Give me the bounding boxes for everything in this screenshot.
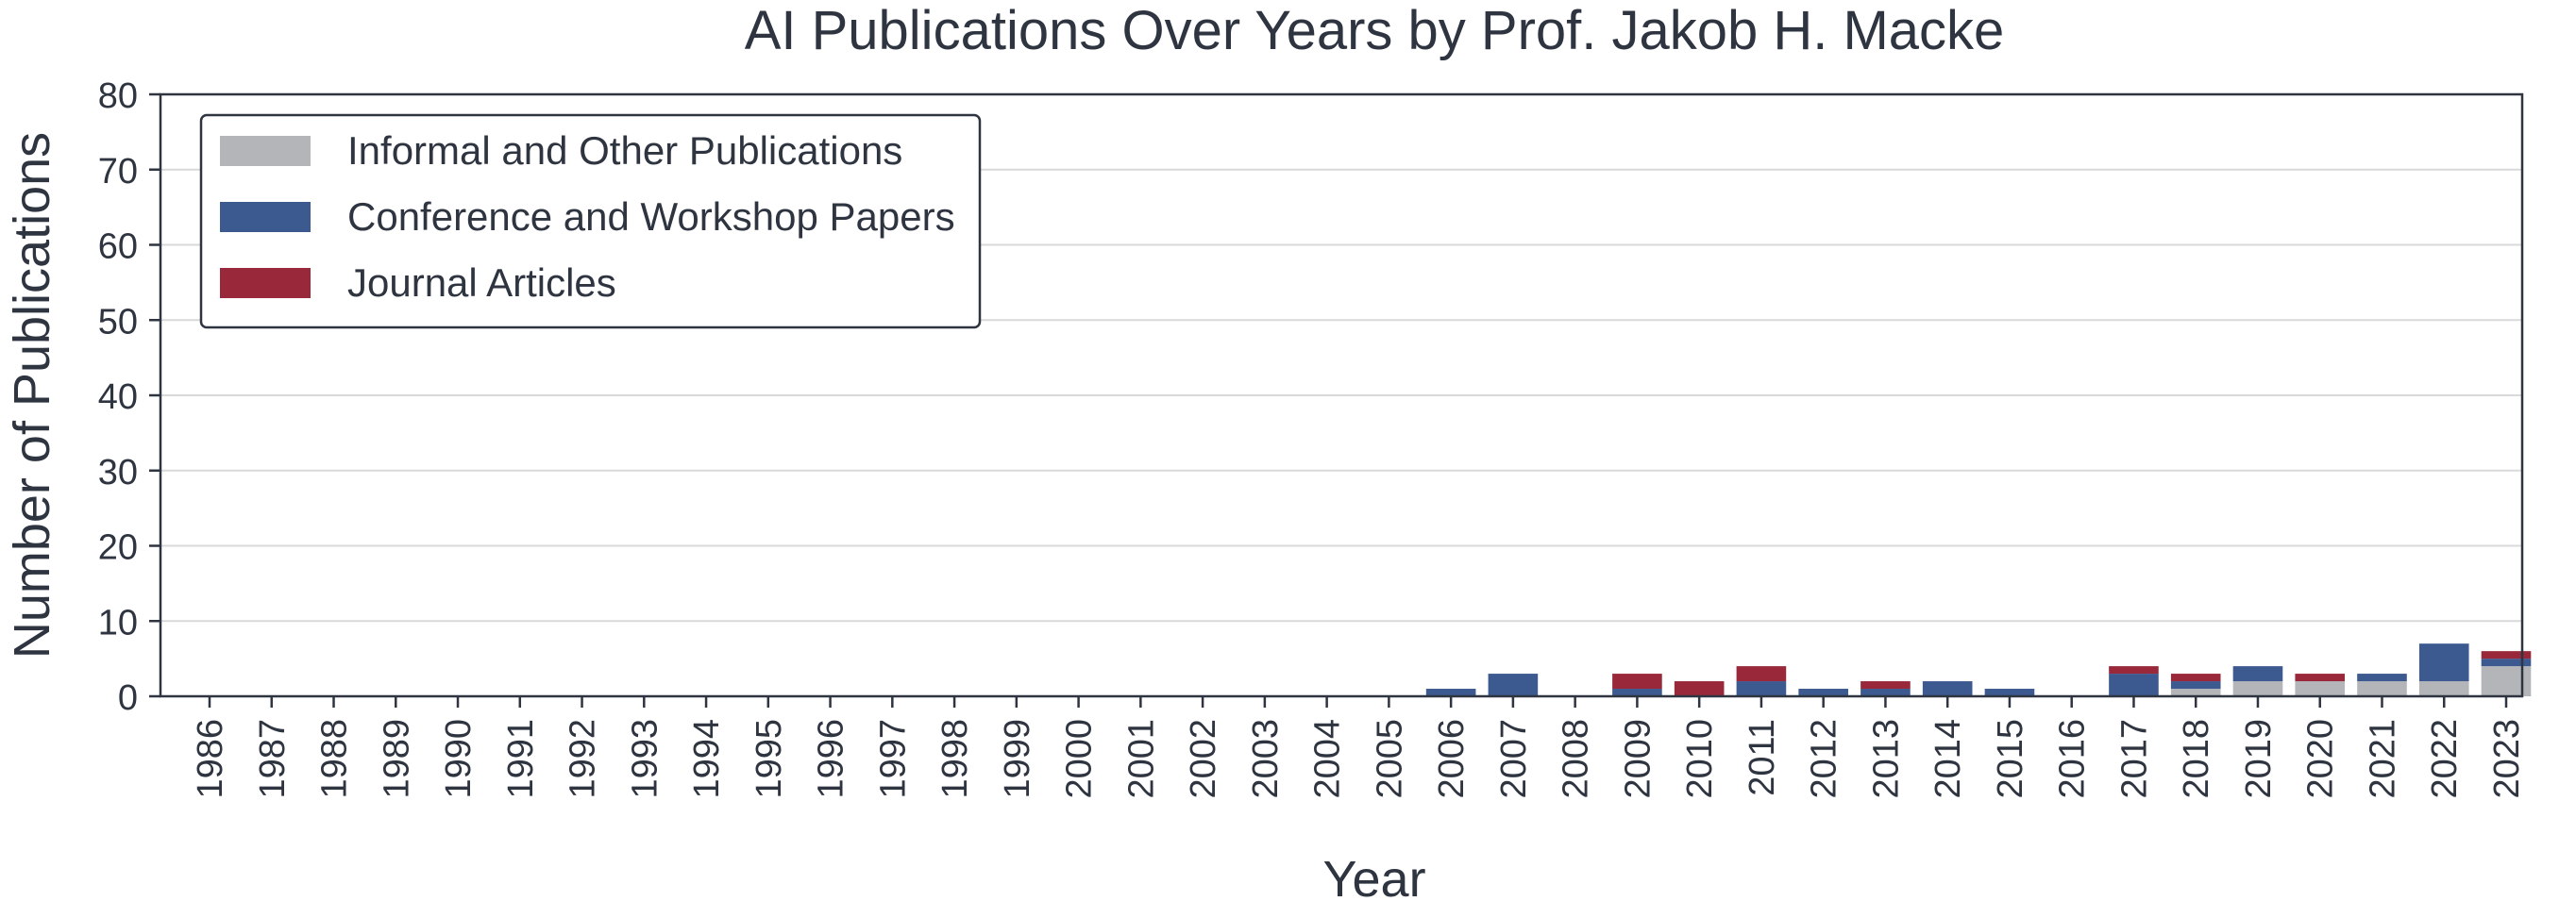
x-tick-label: 1991 [501, 719, 541, 799]
bar-segment-2015-series-1 [1984, 689, 2035, 696]
y-tick-label: 20 [98, 528, 138, 568]
x-tick-label: 1990 [439, 719, 479, 799]
bar-segment-2020-series-2 [2295, 674, 2346, 682]
legend-swatch [220, 268, 311, 298]
x-tick-label: 2007 [1494, 719, 1534, 799]
x-tick-label: 1993 [625, 719, 665, 799]
x-tick-label: 1999 [998, 719, 1037, 799]
x-tick-label: 2000 [1060, 719, 1100, 799]
y-tick-label: 10 [98, 603, 138, 643]
bar-segment-2017-series-2 [2109, 666, 2159, 675]
bars [1425, 643, 2532, 696]
bar-segment-2013-series-1 [1860, 689, 1911, 696]
y-tick-label: 50 [98, 302, 138, 342]
bar-segment-2019-series-1 [2232, 666, 2283, 682]
x-tick-label: 2001 [1121, 719, 1161, 799]
bar-segment-2007-series-1 [1488, 674, 1539, 696]
x-tick-label: 2022 [2425, 719, 2465, 799]
x-axis-title: Year [1322, 851, 1425, 908]
x-tick-label: 2009 [1618, 719, 1658, 799]
x-tick-label: 1996 [812, 719, 851, 799]
x-tick-label: 2019 [2239, 719, 2279, 799]
x-tick-label: 2014 [1928, 719, 1968, 799]
bar-segment-2011-series-1 [1736, 681, 1787, 696]
legend-label: Informal and Other Publications [347, 128, 902, 173]
chart-title: AI Publications Over Years by Prof. Jako… [745, 0, 2005, 61]
x-tick-label: 1987 [253, 719, 293, 799]
legend-box [199, 113, 982, 329]
bar-segment-2018-series-0 [2170, 689, 2221, 696]
x-tick-label: 1992 [564, 719, 603, 799]
legend: Informal and Other Publications Conferenc… [199, 113, 982, 329]
x-tick-label: 2018 [2177, 719, 2216, 799]
x-tick-label: 1989 [377, 719, 416, 799]
x-tick-label: 2013 [1866, 719, 1906, 799]
x-tick-label: 1994 [687, 719, 727, 799]
x-tick-label: 1988 [315, 719, 355, 799]
legend-swatch [220, 136, 311, 166]
y-tick-label: 30 [98, 453, 138, 492]
x-tick-label: 2003 [1246, 719, 1286, 799]
bar-segment-2010-series-2 [1674, 681, 1725, 696]
legend-label: Conference and Workshop Papers [347, 194, 955, 239]
bar-segment-2009-series-1 [1612, 689, 1662, 696]
bar-segment-2020-series-0 [2295, 681, 2346, 696]
y-tick-label: 80 [98, 76, 138, 116]
legend-swatch [220, 202, 311, 232]
x-tick-label: 2021 [2363, 719, 2402, 799]
bar-segment-2013-series-2 [1860, 681, 1911, 690]
y-tick-label: 70 [98, 152, 138, 192]
bar-segment-2017-series-1 [2109, 674, 2159, 696]
y-axis-ticks: 0 10 20 30 40 50 60 70 80 [98, 76, 160, 718]
bar-segment-2022-series-0 [2418, 681, 2469, 696]
bar-segment-2023-series-2 [2481, 651, 2532, 659]
x-tick-label: 2004 [1308, 719, 1348, 799]
bar-segment-2018-series-2 [2170, 674, 2221, 682]
x-tick-label: 2008 [1557, 719, 1596, 799]
x-tick-label: 1995 [749, 719, 789, 799]
y-tick-label: 60 [98, 227, 138, 267]
y-tick-label: 0 [118, 678, 138, 718]
x-tick-label: 2005 [1370, 719, 1409, 799]
x-tick-label: 2012 [1805, 719, 1844, 799]
y-tick-label: 40 [98, 377, 138, 417]
y-axis-title: Number of Publications [4, 132, 60, 659]
bar-segment-2021-series-1 [2357, 674, 2407, 682]
bar-segment-2012-series-1 [1798, 689, 1848, 696]
x-tick-label: 2006 [1432, 719, 1472, 799]
legend-label: Journal Articles [347, 260, 616, 305]
x-tick-label: 1986 [191, 719, 230, 799]
bar-segment-2011-series-2 [1736, 666, 1787, 682]
x-tick-label: 2016 [2053, 719, 2093, 799]
bar-segment-2022-series-1 [2418, 643, 2469, 682]
bar-segment-2009-series-2 [1612, 674, 1662, 690]
x-tick-label: 2010 [1680, 719, 1720, 799]
x-tick-label: 1998 [935, 719, 975, 799]
x-tick-label: 2011 [1743, 719, 1782, 796]
bar-segment-2023-series-1 [2481, 659, 2532, 667]
bar-segment-2018-series-1 [2170, 681, 2221, 690]
bar-segment-2019-series-0 [2232, 681, 2283, 696]
bar-segment-2021-series-0 [2357, 681, 2407, 696]
x-tick-label: 2023 [2487, 719, 2527, 799]
bar-segment-2014-series-1 [1922, 681, 1973, 696]
x-tick-label: 1997 [873, 719, 913, 799]
bar-segment-2023-series-0 [2481, 666, 2532, 696]
x-axis-ticks: 1986 1987 1988 1989 1990 1991 1992 1993 1994 1995… [191, 696, 2527, 799]
x-tick-label: 2002 [1184, 719, 1223, 799]
x-tick-label: 2015 [1991, 719, 2030, 799]
bar-segment-2006-series-1 [1425, 689, 1476, 696]
x-tick-label: 2020 [2301, 719, 2341, 799]
x-tick-label: 2017 [2114, 719, 2154, 799]
